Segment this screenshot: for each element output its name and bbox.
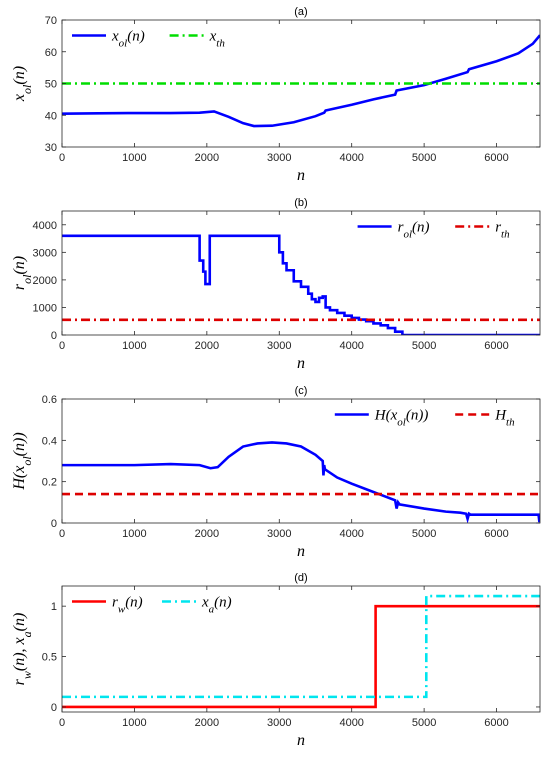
x-tick-label: 6000 [484, 152, 508, 164]
panel-title: (b) [294, 197, 307, 209]
x-tick-label: 6000 [484, 528, 508, 540]
x-tick-label: 0 [59, 152, 65, 164]
y-tick-label: 0 [51, 330, 57, 342]
x-tick-label: 2000 [195, 152, 219, 164]
legend-label-2: rth [495, 220, 510, 241]
legend-label-2: xth [209, 29, 226, 50]
y-tick-label: 1 [51, 601, 57, 613]
y-axis-label: rw(n), xa(n) [11, 613, 34, 686]
series-line-1 [62, 604, 540, 709]
y-axis-label: H(xol(n)) [11, 432, 34, 490]
x-tick-label: 1000 [122, 528, 146, 540]
x-tick-label: 2000 [195, 340, 219, 352]
x-tick-label: 4000 [339, 340, 363, 352]
y-tick-label: 0.6 [42, 394, 57, 406]
y-tick-label: 0 [51, 702, 57, 714]
x-tick-label: 3000 [267, 340, 291, 352]
y-tick-label: 30 [45, 142, 57, 154]
x-tick-label: 5000 [412, 528, 436, 540]
y-tick-label: 1000 [33, 302, 57, 314]
x-tick-label: 5000 [412, 152, 436, 164]
y-tick-label: 50 [45, 79, 57, 91]
y-tick-label: 0.2 [42, 477, 57, 489]
legend-label-1: rw(n) [112, 595, 143, 616]
x-tick-label: 5000 [412, 717, 436, 729]
x-axis-label: n [297, 732, 305, 749]
legend-label-2: xa(n) [201, 595, 232, 616]
x-tick-label: 6000 [484, 340, 508, 352]
panel-title: (c) [295, 385, 308, 397]
panel-1: (a) 0 1000 2000 3000 4000 5000 6000 30 40 50 60 70 n x… [11, 6, 541, 184]
x-tick-label: 0 [59, 340, 65, 352]
y-tick-label: 0.4 [42, 435, 57, 447]
x-tick-label: 3000 [267, 152, 291, 164]
panel-3: (c) 0 1000 2000 3000 4000 5000 6000 0 0.2 0.4 0.6 n H… [11, 385, 541, 560]
series-line-1 [62, 441, 540, 523]
panel-title: (a) [294, 6, 307, 18]
x-tick-label: 0 [59, 717, 65, 729]
x-axis-label: n [297, 355, 305, 372]
x-tick-label: 4000 [339, 717, 363, 729]
x-tick-label: 5000 [412, 340, 436, 352]
x-tick-label: 1000 [122, 717, 146, 729]
x-tick-label: 3000 [267, 717, 291, 729]
series-line-1 [62, 34, 540, 128]
x-tick-label: 0 [59, 528, 65, 540]
legend-box [66, 24, 245, 47]
panel-title: (d) [294, 572, 307, 584]
y-tick-label: 40 [45, 110, 57, 122]
x-axis-label: n [297, 543, 305, 560]
y-tick-label: 3000 [33, 247, 57, 259]
legend-box [66, 590, 252, 613]
y-tick-label: 70 [45, 15, 57, 27]
y-tick-label: 60 [45, 47, 57, 59]
x-tick-label: 4000 [339, 528, 363, 540]
legend-label-2: Hth [494, 408, 515, 429]
legend-label-1: rol(n) [398, 220, 430, 241]
axes-box [61, 210, 541, 336]
legend: xol(n) xth [66, 24, 245, 50]
series-line-2 [62, 594, 540, 699]
axes-box [61, 585, 541, 713]
y-axis-label: rol(n) [11, 256, 34, 290]
panel-2: (b) 0 1000 2000 3000 4000 5000 6000 0 1000 2000 300… [11, 197, 541, 372]
legend: rol(n) rth [351, 215, 530, 241]
legend-label-1: xol(n) [111, 29, 145, 50]
x-tick-label: 2000 [195, 717, 219, 729]
x-tick-label: 2000 [195, 528, 219, 540]
legend-box [351, 215, 530, 238]
series-line-1 [62, 234, 540, 335]
x-tick-label: 1000 [122, 152, 146, 164]
x-tick-label: 6000 [484, 717, 508, 729]
y-axis-label: xol(n) [11, 66, 34, 102]
x-axis-label: n [297, 167, 305, 184]
x-tick-label: 4000 [339, 152, 363, 164]
y-tick-label: 0.5 [42, 652, 57, 664]
legend-label-1: H(xol(n)) [374, 408, 429, 429]
axes-box [61, 398, 541, 524]
legend: H(xol(n)) Hth [328, 403, 530, 429]
x-tick-label: 1000 [122, 340, 146, 352]
legend-box [328, 403, 530, 426]
y-tick-label: 4000 [33, 220, 57, 232]
y-tick-label: 2000 [33, 275, 57, 287]
x-tick-label: 3000 [267, 528, 291, 540]
panel-4: (d) 0 1000 2000 3000 4000 5000 6000 0 0.5 1 n rw(n),… [11, 572, 541, 749]
legend: rw(n) xa(n) [66, 590, 252, 616]
y-tick-label: 0 [51, 518, 57, 530]
